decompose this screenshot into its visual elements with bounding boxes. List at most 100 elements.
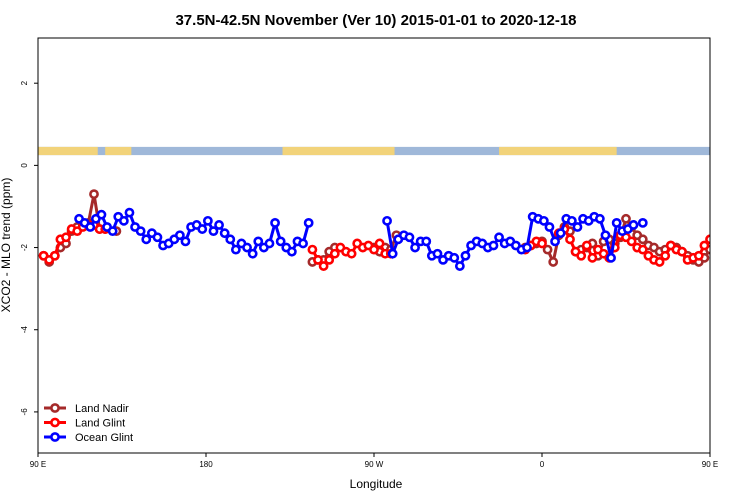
land-nadir-point xyxy=(548,257,559,267)
land-glint-point xyxy=(654,257,665,267)
ocean-glint-point xyxy=(214,220,224,230)
ocean-glint-point xyxy=(404,232,415,243)
y-tick-label: -4 xyxy=(20,326,29,334)
legend: Land Nadir Land Glint Ocean Glint xyxy=(44,403,133,444)
ocean-glint-point xyxy=(197,224,208,234)
ocean-glint-point xyxy=(141,234,152,245)
ocean-glint-point xyxy=(247,248,258,259)
land-glint-point xyxy=(565,234,575,245)
ocean-glint-point xyxy=(488,240,499,251)
x-tick-label: 0 xyxy=(540,460,545,469)
land-glint-point xyxy=(369,244,379,255)
legend-item-land-nadir: Land Nadir xyxy=(44,403,129,415)
legend-label: Ocean Glint xyxy=(75,432,133,444)
ocean-glint-point xyxy=(555,228,566,239)
map-land-segment xyxy=(282,146,395,156)
ocean-glint-point xyxy=(460,250,471,261)
land-glint-point xyxy=(329,248,340,259)
legend-label: Land Nadir xyxy=(75,403,129,415)
ocean-glint-point xyxy=(118,215,129,226)
ocean-glint-point xyxy=(180,236,191,247)
y-tick-label: 2 xyxy=(20,80,29,85)
ocean-glint-point xyxy=(606,252,616,263)
ocean-glint-point xyxy=(421,236,432,247)
ocean-glint-point xyxy=(544,222,555,232)
ocean-glint-point xyxy=(382,215,392,226)
land-glint-point xyxy=(581,240,592,251)
ocean-glint-point xyxy=(264,238,275,249)
land-glint-point xyxy=(324,254,335,265)
land-glint-point xyxy=(313,254,323,265)
ocean-glint-point xyxy=(230,244,241,255)
ocean-glint-point xyxy=(152,232,163,243)
x-tick-label: 90 W xyxy=(365,460,384,469)
land-glint-point xyxy=(374,238,385,249)
map-strip xyxy=(38,146,710,156)
land-glint-point xyxy=(49,250,60,261)
map-land-segment xyxy=(38,146,98,156)
land-glint-point xyxy=(637,244,648,255)
legend-item-ocean-glint: Ocean Glint xyxy=(44,432,133,444)
ocean-glint-point xyxy=(286,246,297,257)
land-glint-point xyxy=(61,232,71,243)
ocean-glint-point xyxy=(572,222,583,232)
y-axis: 2 0 -2 -4 -6 xyxy=(20,80,38,415)
ocean-glint-point xyxy=(124,207,135,218)
ocean-glint-point xyxy=(611,218,622,228)
ocean-glint-point xyxy=(253,236,264,247)
ocean-glint-point xyxy=(637,218,648,228)
land-glint-point xyxy=(307,244,318,255)
ocean-glint-point xyxy=(432,248,443,259)
land-glint-point xyxy=(576,250,587,261)
land-nadir-point xyxy=(621,213,631,224)
chart-title: 37.5N-42.5N November (Ver 10) 2015-01-01… xyxy=(175,12,576,29)
x-axis-label: Longitude xyxy=(350,477,403,491)
ocean-glint-point xyxy=(96,209,107,220)
ocean-glint-point xyxy=(107,226,118,237)
ocean-glint-point xyxy=(387,248,398,259)
y-axis-label: XCO2 - MLO trend (ppm) xyxy=(0,178,13,313)
ocean-glint-point xyxy=(174,230,185,241)
ocean-glint-point xyxy=(219,228,230,239)
ocean-glint-point xyxy=(550,236,560,247)
x-axis: 90 E 180 90 W 0 90 E xyxy=(30,453,718,469)
series-layer xyxy=(38,189,710,271)
land-glint-point xyxy=(693,250,704,261)
land-glint-point xyxy=(318,261,329,271)
ocean-glint-point xyxy=(449,252,460,263)
ocean-glint-point xyxy=(202,215,213,226)
ocean-glint-point xyxy=(225,234,236,245)
land-glint-point xyxy=(587,252,598,263)
ocean-glint-point xyxy=(208,226,219,237)
land-nadir-point xyxy=(89,189,99,200)
land-glint-point xyxy=(705,234,710,245)
ocean-glint-point xyxy=(594,213,605,224)
map-land-segment xyxy=(499,146,617,156)
ocean-glint-point xyxy=(270,218,280,228)
ocean-glint-point xyxy=(135,226,146,237)
ocean-glint-point xyxy=(566,215,577,226)
ocean-glint-point xyxy=(242,242,252,253)
x-tick-label: 90 E xyxy=(702,460,718,469)
land-nadir-point xyxy=(542,244,553,255)
land-glint-point xyxy=(537,238,547,249)
ocean-glint-point xyxy=(522,242,532,253)
land-glint-point xyxy=(626,236,637,247)
legend-swatch-marker xyxy=(50,403,60,413)
legend-item-land-glint: Land Glint xyxy=(44,418,125,430)
land-glint-point xyxy=(346,248,357,259)
ocean-glint-point xyxy=(85,222,96,232)
y-tick-label: -6 xyxy=(20,408,29,416)
ocean-glint-point xyxy=(298,238,308,249)
ocean-glint-point xyxy=(303,218,314,228)
land-nadir-point xyxy=(637,234,648,245)
map-land-segment xyxy=(105,146,132,156)
x-tick-label: 90 E xyxy=(30,460,46,469)
land-glint-point xyxy=(677,246,687,257)
y-tick-label: 0 xyxy=(20,163,29,168)
ocean-glint-point xyxy=(454,261,465,271)
legend-label: Land Glint xyxy=(75,418,125,430)
ocean-glint-point xyxy=(494,232,504,243)
y-tick-label: -2 xyxy=(20,243,29,251)
x-tick-label: 180 xyxy=(199,460,213,469)
